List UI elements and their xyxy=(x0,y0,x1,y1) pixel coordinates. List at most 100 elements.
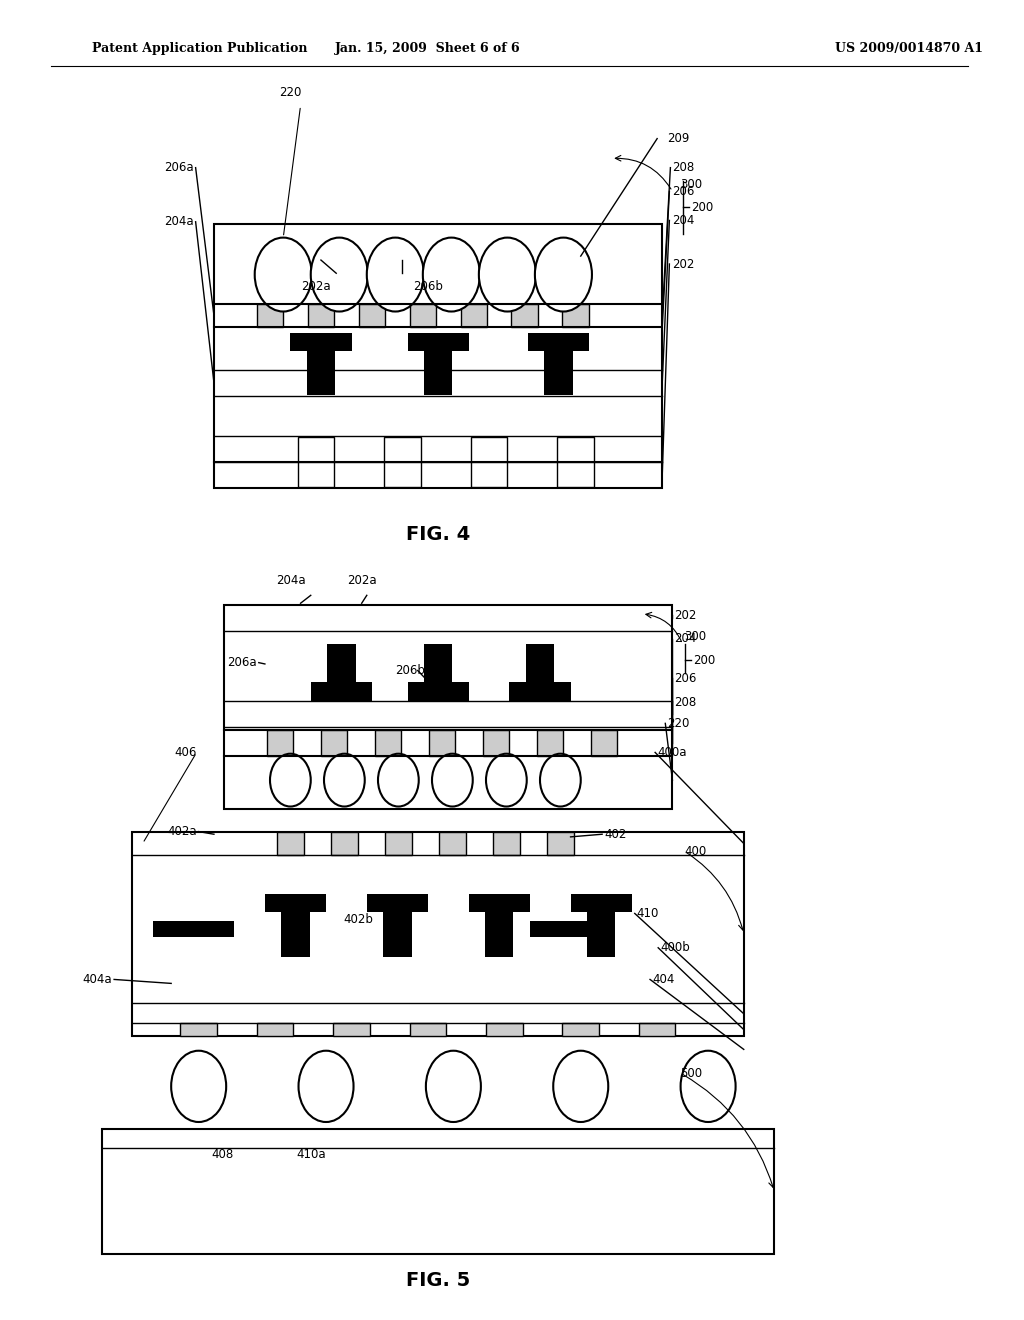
Text: 206b: 206b xyxy=(394,664,425,677)
Bar xyxy=(461,304,487,327)
Text: 220: 220 xyxy=(280,86,301,99)
Bar xyxy=(544,345,572,395)
Text: 300: 300 xyxy=(681,178,702,191)
Text: FIG. 4: FIG. 4 xyxy=(406,525,470,544)
Circle shape xyxy=(378,754,419,807)
Text: 206b: 206b xyxy=(413,280,442,293)
Bar xyxy=(486,1023,522,1036)
Text: 206: 206 xyxy=(675,672,697,685)
Circle shape xyxy=(171,1051,226,1122)
Text: Patent Application Publication: Patent Application Publication xyxy=(92,42,307,55)
Text: 204: 204 xyxy=(675,632,697,645)
Bar xyxy=(282,907,309,957)
Bar xyxy=(410,304,436,327)
Circle shape xyxy=(423,238,480,312)
Bar xyxy=(101,1129,774,1254)
Bar xyxy=(408,333,469,351)
Text: 400b: 400b xyxy=(660,941,690,954)
Bar xyxy=(257,1023,294,1036)
Circle shape xyxy=(324,754,365,807)
Bar xyxy=(537,730,563,756)
Bar xyxy=(375,730,401,756)
Bar xyxy=(291,333,351,351)
Bar xyxy=(525,644,554,694)
Circle shape xyxy=(553,1051,608,1122)
Text: 204: 204 xyxy=(673,214,695,227)
Bar xyxy=(527,333,589,351)
Text: FIG. 5: FIG. 5 xyxy=(406,1271,470,1290)
Bar xyxy=(257,304,284,327)
Bar xyxy=(410,1023,446,1036)
Text: 400a: 400a xyxy=(657,746,687,759)
Text: 208: 208 xyxy=(673,161,694,174)
Text: 204a: 204a xyxy=(276,574,306,587)
Bar xyxy=(384,437,421,487)
Circle shape xyxy=(479,238,536,312)
Circle shape xyxy=(426,1051,481,1122)
Bar xyxy=(132,832,743,1036)
Circle shape xyxy=(270,754,310,807)
Bar xyxy=(310,682,372,701)
Circle shape xyxy=(681,1051,735,1122)
Text: 300: 300 xyxy=(685,630,707,643)
Bar xyxy=(424,644,453,694)
Text: 500: 500 xyxy=(681,1067,702,1080)
Bar xyxy=(485,907,513,957)
Circle shape xyxy=(432,754,473,807)
Text: Jan. 15, 2009  Sheet 6 of 6: Jan. 15, 2009 Sheet 6 of 6 xyxy=(335,42,521,55)
Bar xyxy=(471,437,507,487)
Bar xyxy=(439,832,466,855)
Bar xyxy=(267,730,294,756)
Bar xyxy=(424,345,453,395)
Bar xyxy=(265,894,326,912)
Bar xyxy=(547,832,573,855)
Bar xyxy=(529,921,611,937)
Bar xyxy=(408,682,469,701)
Text: 220: 220 xyxy=(668,717,690,730)
Bar xyxy=(278,832,304,855)
Text: 200: 200 xyxy=(691,201,713,214)
Text: 402b: 402b xyxy=(344,913,374,927)
Bar xyxy=(562,1023,599,1036)
Bar xyxy=(469,894,529,912)
Circle shape xyxy=(299,1051,353,1122)
Text: 406: 406 xyxy=(174,746,197,759)
Bar xyxy=(639,1023,676,1036)
Circle shape xyxy=(367,238,424,312)
Bar xyxy=(214,224,663,488)
Text: 202: 202 xyxy=(675,609,697,622)
Text: 410: 410 xyxy=(637,907,659,920)
Text: 404: 404 xyxy=(652,973,675,986)
Text: 209: 209 xyxy=(668,132,690,145)
Bar xyxy=(383,907,412,957)
Bar xyxy=(587,907,615,957)
Text: 202a: 202a xyxy=(301,280,331,293)
Text: 202: 202 xyxy=(673,257,695,271)
Text: 408: 408 xyxy=(211,1148,233,1162)
Bar xyxy=(562,304,589,327)
Bar xyxy=(570,894,632,912)
Circle shape xyxy=(540,754,581,807)
Text: 206: 206 xyxy=(673,185,695,198)
Circle shape xyxy=(535,238,592,312)
Text: 204a: 204a xyxy=(164,215,194,228)
Bar xyxy=(153,921,234,937)
Bar xyxy=(483,730,509,756)
Bar xyxy=(367,894,428,912)
Text: 410a: 410a xyxy=(296,1148,326,1162)
Text: 208: 208 xyxy=(675,696,696,709)
Bar xyxy=(306,345,335,395)
Bar xyxy=(224,605,673,809)
Bar xyxy=(557,437,594,487)
Circle shape xyxy=(255,238,311,312)
Text: US 2009/0014870 A1: US 2009/0014870 A1 xyxy=(836,42,983,55)
Text: 400: 400 xyxy=(685,845,707,858)
Bar xyxy=(331,832,357,855)
Bar xyxy=(511,304,538,327)
Bar xyxy=(321,730,347,756)
Text: 206a: 206a xyxy=(164,161,194,174)
Text: 206a: 206a xyxy=(227,656,257,669)
Bar xyxy=(180,1023,217,1036)
Bar xyxy=(494,832,519,855)
Bar xyxy=(385,832,412,855)
